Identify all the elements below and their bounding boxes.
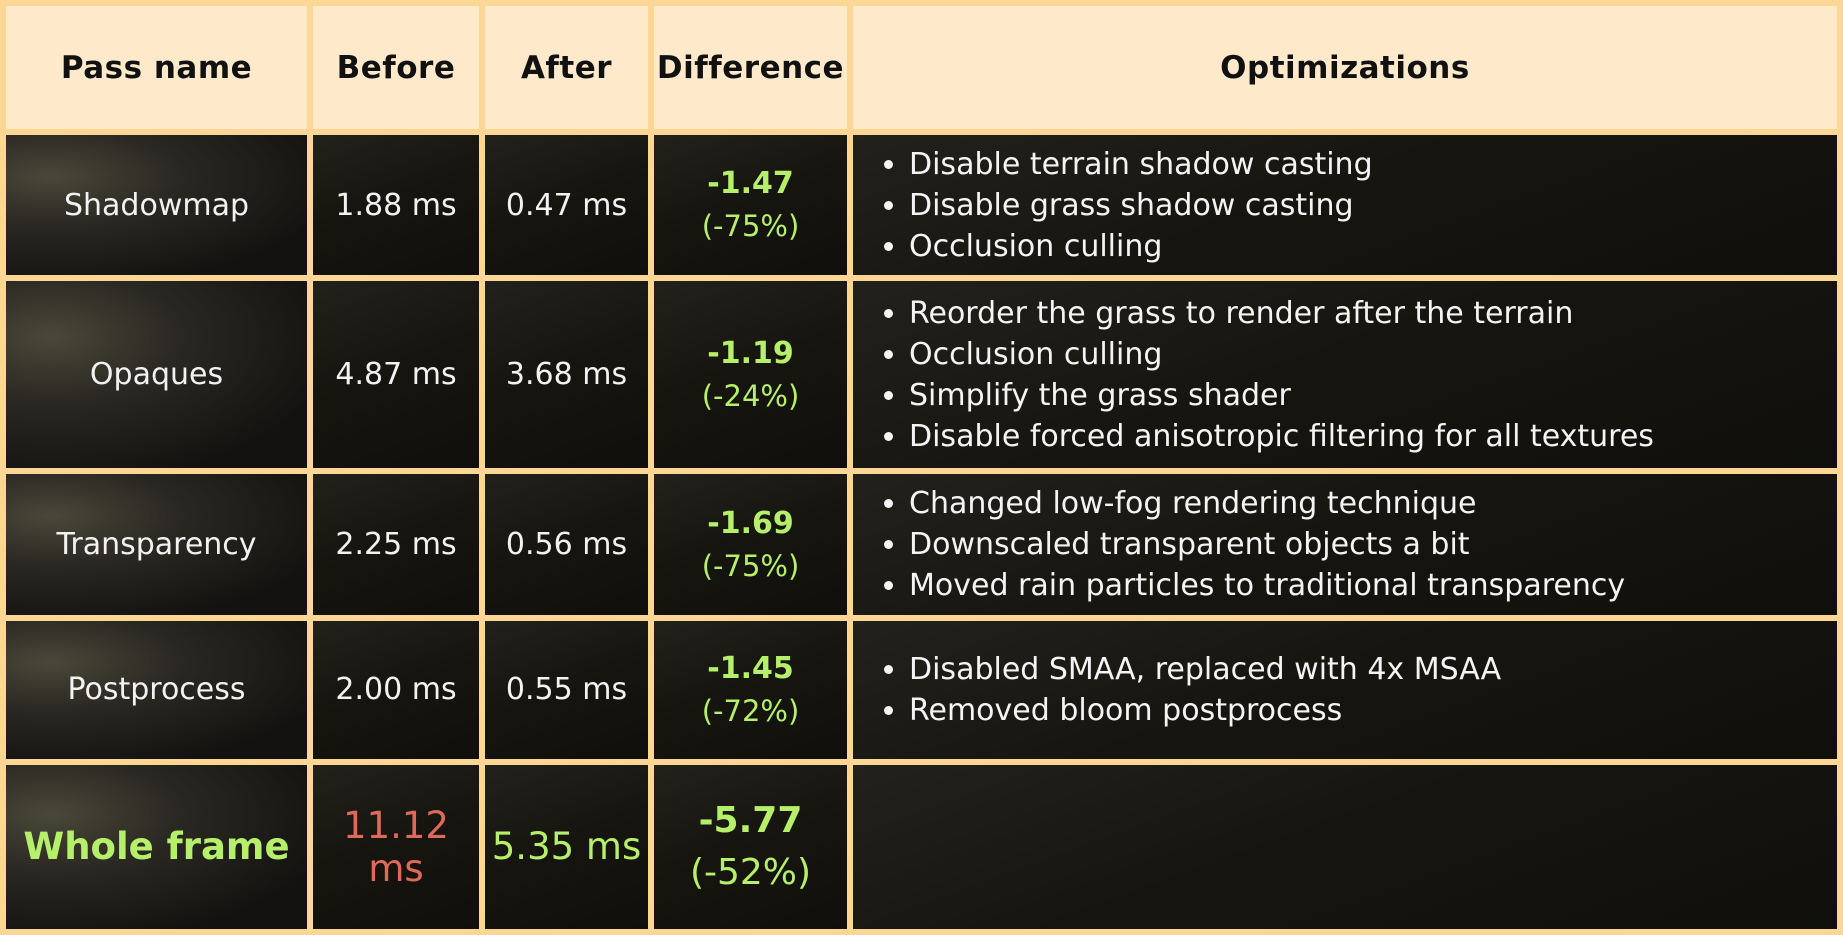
optimizations-list: Reorder the grass to render after the te…: [853, 293, 1837, 457]
difference-value: -1.69: [707, 505, 794, 541]
total-difference-cell: -5.77 (-52%): [654, 764, 847, 929]
optimization-item: Disable forced anisotropic filtering for…: [909, 416, 1837, 457]
difference-cell: -1.19 (-24%): [654, 281, 847, 469]
difference-value: -1.45: [707, 650, 794, 686]
difference-percent: (-75%): [701, 548, 800, 583]
optimization-item: Changed low-fog rendering technique: [909, 483, 1837, 524]
after-cell: 0.56 ms: [485, 474, 648, 615]
total-before-value: 11.12 ms: [343, 803, 449, 890]
total-difference-value: -5.77: [698, 799, 803, 841]
header-pass-name: Pass name: [6, 6, 307, 129]
optimizations-cell: Disabled SMAA, replaced with 4x MSAA Rem…: [853, 620, 1837, 759]
optimization-item: Downscaled transparent objects a bit: [909, 524, 1837, 565]
optimization-item: Occlusion culling: [909, 334, 1837, 375]
table-row: Shadowmap 1.88 ms 0.47 ms -1.47 (-75%) D…: [6, 135, 1837, 276]
difference-percent: (-72%): [701, 693, 800, 728]
before-cell: 4.87 ms: [313, 281, 479, 469]
pass-name-cell: Postprocess: [6, 620, 307, 759]
optimizations-list: Changed low-fog rendering technique Down…: [853, 483, 1837, 606]
after-cell: 3.68 ms: [485, 281, 648, 469]
pass-name-cell: Transparency: [6, 474, 307, 615]
pass-name-cell: Shadowmap: [6, 135, 307, 276]
before-cell: 2.00 ms: [313, 620, 479, 759]
table-row: Postprocess 2.00 ms 0.55 ms -1.45 (-72%)…: [6, 620, 1837, 759]
header-difference: Difference: [654, 6, 847, 129]
optimization-item: Occlusion culling: [909, 226, 1837, 267]
optimizations-cell: Changed low-fog rendering technique Down…: [853, 474, 1837, 615]
after-cell: 0.47 ms: [485, 135, 648, 276]
optimizations-cell: Reorder the grass to render after the te…: [853, 281, 1837, 469]
difference-value: -1.19: [707, 335, 794, 371]
header-optimizations: Optimizations: [853, 6, 1837, 129]
header-row: Pass name Before After Difference Optimi…: [6, 6, 1837, 129]
optimization-item: Moved rain particles to traditional tran…: [909, 565, 1837, 606]
total-after-value: 5.35 ms: [491, 825, 642, 869]
difference-cell: -1.47 (-75%): [654, 135, 847, 276]
total-row: Whole frame 11.12 ms 5.35 ms -5.77 (-52%…: [6, 764, 1837, 929]
optimization-item: Removed bloom postprocess: [909, 690, 1837, 731]
optimization-item: Disable grass shadow casting: [909, 185, 1837, 226]
total-name-cell: Whole frame: [6, 764, 307, 929]
before-cell: 2.25 ms: [313, 474, 479, 615]
header-after: After: [485, 6, 648, 129]
pass-name-cell: Opaques: [6, 281, 307, 469]
difference-percent: (-24%): [701, 378, 800, 413]
optimization-item: Reorder the grass to render after the te…: [909, 293, 1837, 334]
optimizations-list: Disabled SMAA, replaced with 4x MSAA Rem…: [853, 649, 1837, 731]
difference-value: -1.47: [707, 166, 794, 202]
optimization-item: Disable terrain shadow casting: [909, 144, 1837, 185]
difference-cell: -1.45 (-72%): [654, 620, 847, 759]
optimizations-list: Disable terrain shadow casting Disable g…: [853, 144, 1837, 267]
after-cell: 0.55 ms: [485, 620, 648, 759]
header-before: Before: [313, 6, 479, 129]
total-after-cell: 5.35 ms: [485, 764, 648, 929]
before-cell: 1.88 ms: [313, 135, 479, 276]
optimizations-cell: Disable terrain shadow casting Disable g…: [853, 135, 1837, 276]
total-optimizations-cell: [853, 764, 1837, 929]
table-row: Transparency 2.25 ms 0.56 ms -1.69 (-75%…: [6, 474, 1837, 615]
optimization-item: Simplify the grass shader: [909, 375, 1837, 416]
difference-percent: (-75%): [701, 209, 800, 244]
total-label: Whole frame: [23, 825, 290, 869]
total-difference-percent: (-52%): [689, 851, 812, 893]
difference-cell: -1.69 (-75%): [654, 474, 847, 615]
optimization-item: Disabled SMAA, replaced with 4x MSAA: [909, 649, 1837, 690]
total-before-cell: 11.12 ms: [313, 764, 479, 929]
table-row: Opaques 4.87 ms 3.68 ms -1.19 (-24%) Reo…: [6, 281, 1837, 469]
